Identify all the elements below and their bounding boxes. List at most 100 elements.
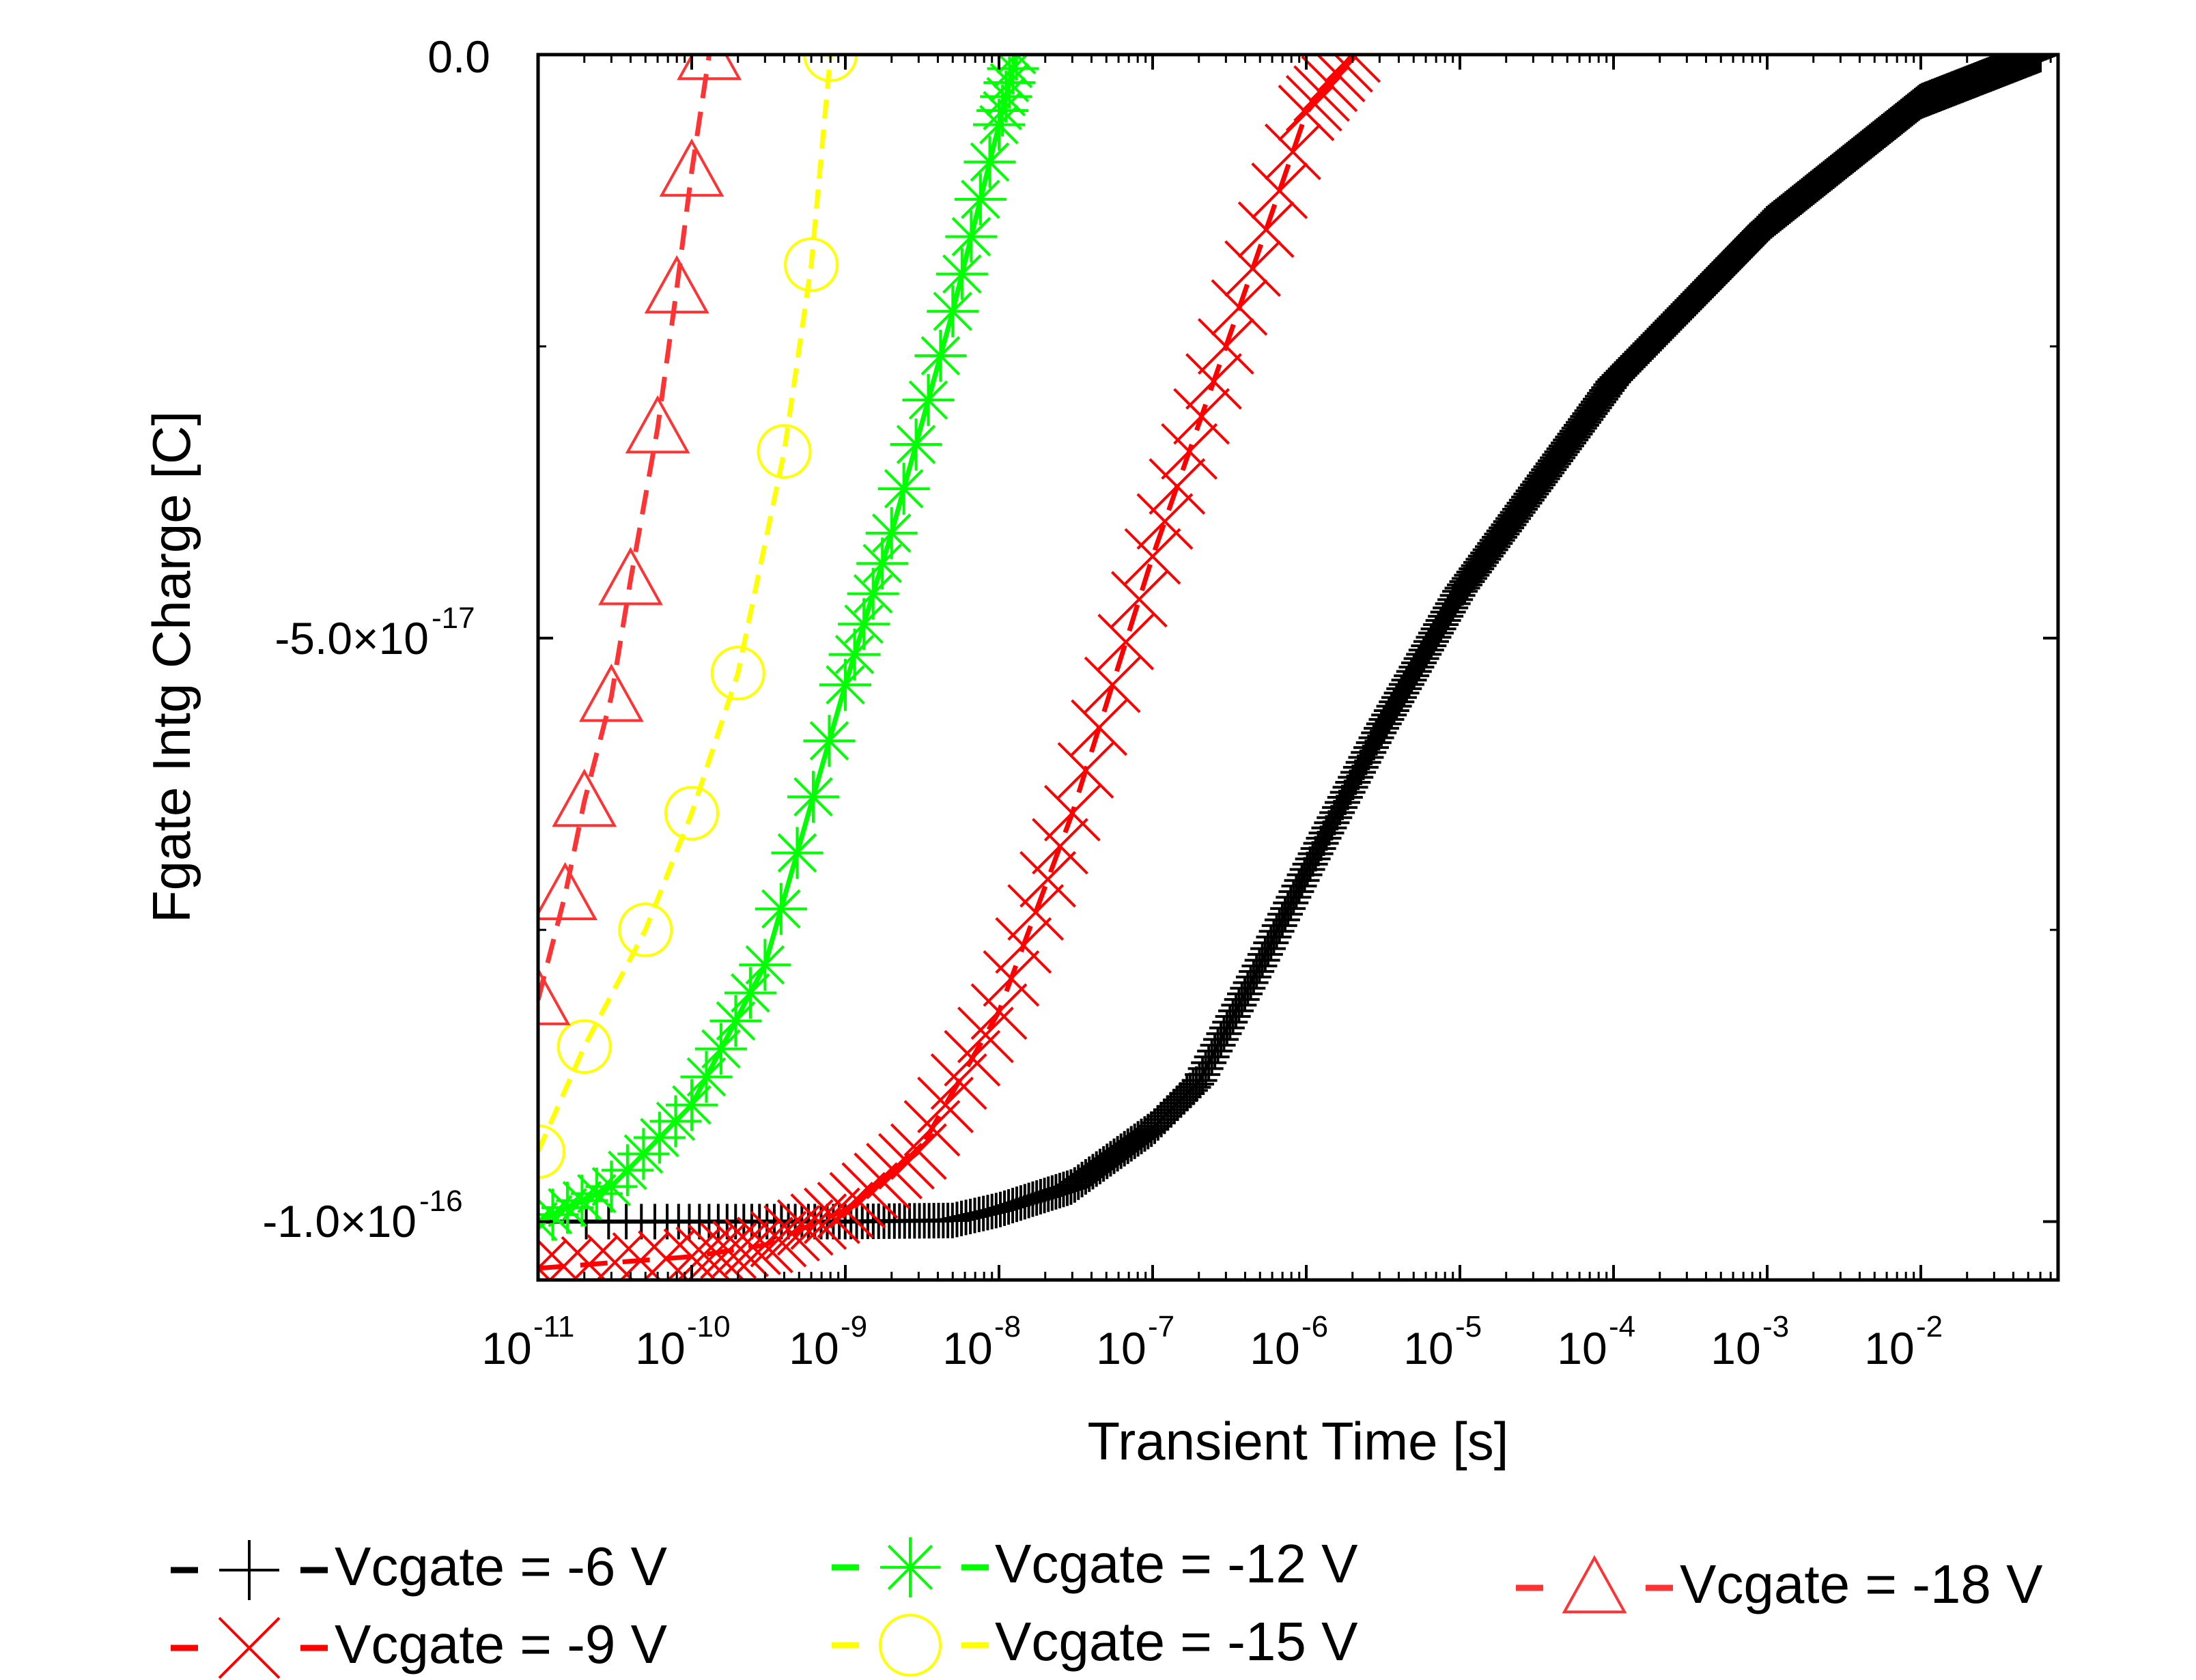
data-point (902, 374, 955, 427)
data-point (709, 995, 762, 1047)
data-point (803, 55, 858, 82)
x-tick-exponent: -5 (1455, 1310, 1482, 1343)
x-tick-exponent: -3 (1762, 1310, 1789, 1343)
data-point (538, 1240, 567, 1280)
data-point (736, 1216, 793, 1274)
data-point (1057, 742, 1114, 799)
data-point (803, 715, 856, 767)
data-point (1314, 805, 1350, 841)
legend-symbol (1516, 1554, 1673, 1614)
series-3 (538, 55, 858, 1179)
x-tick-label: 10 (481, 1323, 531, 1373)
x-tick-label: 10 (1557, 1323, 1607, 1373)
data-point (644, 255, 709, 314)
data-point (1324, 55, 1381, 83)
series-2 (538, 55, 1043, 1248)
data-point (1342, 750, 1379, 786)
y-tick-label: -1.0×10 (262, 1196, 417, 1247)
legend-label: Vcgate = -18 V (1680, 1554, 2043, 1614)
data-point (1303, 825, 1339, 862)
data-point (1340, 754, 1377, 791)
data-point (541, 1182, 593, 1234)
series-4 (538, 55, 742, 1025)
data-point (688, 1224, 745, 1280)
data-point (970, 983, 1028, 1040)
series-0 (538, 55, 2058, 1240)
data-point (990, 55, 1043, 81)
legend: Vcgate = -6 V Vcgate = -9 V Vcgate = -12… (171, 1533, 2043, 1679)
data-point (578, 664, 644, 722)
x-tick-exponent: -4 (1609, 1310, 1635, 1343)
data-point (973, 98, 1025, 151)
data-point (1110, 571, 1168, 628)
data-point (1348, 739, 1384, 775)
data-point (556, 1174, 608, 1227)
x-axis-title: Transient Time [s] (1088, 1411, 1509, 1471)
data-point (598, 547, 663, 606)
data-point (750, 1210, 807, 1268)
series-1 (538, 55, 1381, 1280)
data-point (570, 1167, 623, 1220)
data-point (1355, 724, 1392, 760)
data-point (803, 1187, 860, 1244)
data-point (659, 138, 724, 197)
data-point (1295, 841, 1331, 877)
data-point (1084, 656, 1141, 713)
data-point (1019, 851, 1076, 908)
data-point (724, 1219, 781, 1275)
data-point (1292, 846, 1328, 882)
data-point (819, 659, 871, 711)
data-point (1237, 201, 1295, 258)
data-point (817, 1182, 874, 1238)
series-line (538, 55, 833, 1153)
data-point (1300, 831, 1336, 867)
x-tick-exponent: -11 (533, 1310, 574, 1343)
data-point (1173, 388, 1230, 445)
data-point (1308, 815, 1345, 851)
data-point (755, 883, 807, 935)
data-point (784, 237, 839, 292)
data-point (2023, 55, 2058, 72)
legend-item: Vcgate = -12 V (832, 1533, 1358, 1597)
data-point (1319, 795, 1355, 831)
data-point (983, 950, 1040, 1007)
x-tick-label: 10 (1096, 1323, 1146, 1373)
data-point (847, 567, 899, 620)
data-point (865, 507, 918, 559)
data-point (561, 1236, 618, 1280)
data-point (914, 330, 967, 382)
data-point (1358, 720, 1394, 756)
legend-symbol (832, 1614, 989, 1677)
data-point (675, 1226, 733, 1280)
data-point (787, 771, 839, 823)
data-point (1329, 774, 1366, 810)
data-point (1353, 730, 1390, 766)
data-point (829, 1171, 886, 1229)
data-point (856, 537, 909, 590)
data-point (1224, 240, 1281, 297)
data-point (878, 1133, 935, 1190)
data-point (828, 628, 881, 681)
data-point (1211, 279, 1268, 336)
y-tick-exponent: -17 (432, 601, 475, 635)
data-point (890, 418, 942, 470)
data-point (1124, 528, 1181, 585)
series-line (538, 55, 1355, 1271)
plot-frame (536, 53, 2060, 1282)
data-point (841, 1162, 899, 1219)
legend-item: Vcgate = -6 V (171, 1536, 668, 1600)
legend-symbol (832, 1537, 989, 1597)
x-tick-label: 10 (1403, 1323, 1453, 1373)
data-point (838, 598, 890, 651)
data-point (935, 248, 988, 300)
x-tick-label: 10 (635, 1323, 685, 1373)
data-point (927, 285, 979, 338)
legend-item: Vcgate = -18 V (1516, 1554, 2043, 1614)
data-point (1185, 353, 1242, 410)
data-point (1317, 799, 1353, 836)
data-point (1345, 744, 1381, 780)
data-point (854, 1152, 911, 1210)
data-point (877, 462, 930, 515)
x-tick-label: 10 (942, 1323, 992, 1373)
